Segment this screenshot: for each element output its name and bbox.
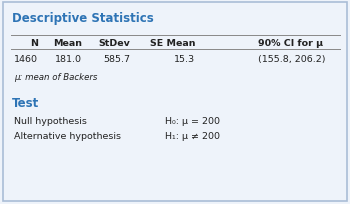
Text: 181.0: 181.0 xyxy=(55,55,82,64)
Text: Test: Test xyxy=(12,96,39,110)
Text: 15.3: 15.3 xyxy=(174,55,195,64)
Text: Null hypothesis: Null hypothesis xyxy=(14,116,87,125)
Text: N: N xyxy=(30,39,38,48)
Text: 1460: 1460 xyxy=(14,55,38,64)
Text: SE Mean: SE Mean xyxy=(149,39,195,48)
Text: Alternative hypothesis: Alternative hypothesis xyxy=(14,131,121,140)
Text: Mean: Mean xyxy=(53,39,82,48)
Text: μ: mean of Backers: μ: mean of Backers xyxy=(14,73,97,82)
Text: H₁: μ ≠ 200: H₁: μ ≠ 200 xyxy=(165,131,220,140)
Text: (155.8, 206.2): (155.8, 206.2) xyxy=(258,55,326,64)
FancyBboxPatch shape xyxy=(3,3,347,201)
Text: 585.7: 585.7 xyxy=(103,55,130,64)
Text: H₀: μ = 200: H₀: μ = 200 xyxy=(165,116,220,125)
Text: StDev: StDev xyxy=(98,39,130,48)
Text: Descriptive Statistics: Descriptive Statistics xyxy=(12,12,154,25)
Text: 90% CI for μ: 90% CI for μ xyxy=(258,39,323,48)
